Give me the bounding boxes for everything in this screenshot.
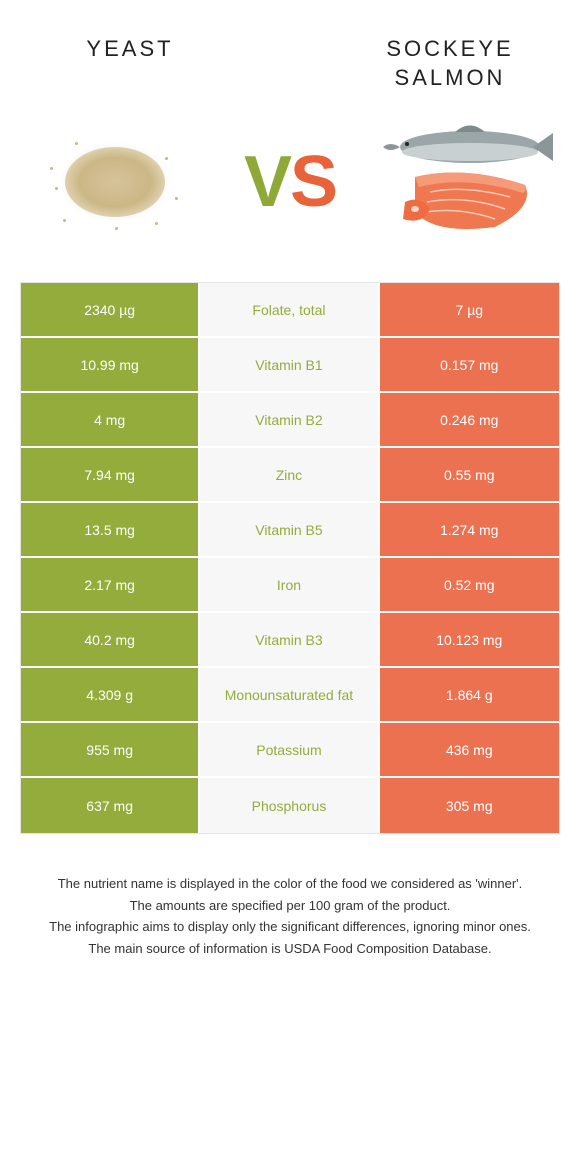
nutrient-label: Monounsaturated fat bbox=[200, 668, 379, 721]
table-row: 637 mgPhosphorus305 mg bbox=[21, 778, 559, 833]
footnote-line: The nutrient name is displayed in the co… bbox=[30, 874, 550, 894]
left-value: 10.99 mg bbox=[21, 338, 200, 391]
table-row: 4.309 gMonounsaturated fat1.864 g bbox=[21, 668, 559, 723]
right-food-image bbox=[375, 112, 555, 252]
left-value: 955 mg bbox=[21, 723, 200, 776]
table-row: 2340 µgFolate, total7 µg bbox=[21, 283, 559, 338]
vs-label: VS bbox=[244, 141, 336, 223]
right-value: 10.123 mg bbox=[380, 613, 559, 666]
left-value: 2.17 mg bbox=[21, 558, 200, 611]
footnote-line: The main source of information is USDA F… bbox=[30, 939, 550, 959]
left-food-title: Yeast bbox=[30, 35, 230, 92]
table-row: 7.94 mgZinc0.55 mg bbox=[21, 448, 559, 503]
nutrient-label: Zinc bbox=[200, 448, 379, 501]
left-value: 4 mg bbox=[21, 393, 200, 446]
nutrient-label: Folate, total bbox=[200, 283, 379, 336]
right-value: 0.52 mg bbox=[380, 558, 559, 611]
comparison-table: 2340 µgFolate, total7 µg10.99 mgVitamin … bbox=[20, 282, 560, 834]
table-row: 13.5 mgVitamin B51.274 mg bbox=[21, 503, 559, 558]
table-row: 2.17 mgIron0.52 mg bbox=[21, 558, 559, 613]
hero-row: VS bbox=[0, 112, 580, 282]
right-value: 305 mg bbox=[380, 778, 559, 833]
nutrient-label: Vitamin B2 bbox=[200, 393, 379, 446]
right-value: 1.864 g bbox=[380, 668, 559, 721]
right-value: 436 mg bbox=[380, 723, 559, 776]
nutrient-label: Iron bbox=[200, 558, 379, 611]
right-value: 0.157 mg bbox=[380, 338, 559, 391]
left-value: 4.309 g bbox=[21, 668, 200, 721]
table-row: 40.2 mgVitamin B310.123 mg bbox=[21, 613, 559, 668]
right-value: 1.274 mg bbox=[380, 503, 559, 556]
nutrient-label: Potassium bbox=[200, 723, 379, 776]
table-row: 4 mgVitamin B20.246 mg bbox=[21, 393, 559, 448]
footnote-line: The amounts are specified per 100 gram o… bbox=[30, 896, 550, 916]
nutrient-label: Vitamin B1 bbox=[200, 338, 379, 391]
nutrient-label: Vitamin B5 bbox=[200, 503, 379, 556]
right-food-title: Sockeye salmon bbox=[350, 35, 550, 92]
nutrient-label: Phosphorus bbox=[200, 778, 379, 833]
right-value: 7 µg bbox=[380, 283, 559, 336]
right-value: 0.55 mg bbox=[380, 448, 559, 501]
table-row: 955 mgPotassium436 mg bbox=[21, 723, 559, 778]
left-food-image bbox=[25, 112, 205, 252]
nutrient-label: Vitamin B3 bbox=[200, 613, 379, 666]
left-value: 637 mg bbox=[21, 778, 200, 833]
title-row: Yeast Sockeye salmon bbox=[0, 0, 580, 112]
left-value: 7.94 mg bbox=[21, 448, 200, 501]
left-value: 40.2 mg bbox=[21, 613, 200, 666]
footnotes: The nutrient name is displayed in the co… bbox=[0, 834, 580, 980]
left-value: 13.5 mg bbox=[21, 503, 200, 556]
right-value: 0.246 mg bbox=[380, 393, 559, 446]
left-value: 2340 µg bbox=[21, 283, 200, 336]
table-row: 10.99 mgVitamin B10.157 mg bbox=[21, 338, 559, 393]
footnote-line: The infographic aims to display only the… bbox=[30, 917, 550, 937]
